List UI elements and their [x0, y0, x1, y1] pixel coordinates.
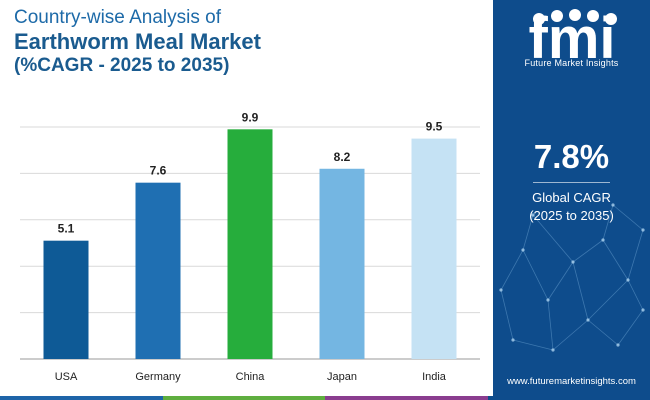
data-label-usa: 5.1: [58, 222, 75, 236]
network-link: [500, 289, 514, 341]
logo-caption: Future Market Insights: [524, 58, 619, 68]
network-link: [572, 239, 604, 263]
title-line-1: Country-wise Analysis of: [14, 7, 221, 28]
network-link: [522, 249, 549, 301]
data-label-germany: 7.6: [150, 164, 167, 178]
network-link: [627, 279, 644, 311]
strip-segment: [487, 396, 650, 400]
network-link: [547, 299, 554, 351]
network-node: [511, 338, 515, 342]
logo-dot-icon: [533, 13, 545, 25]
network-node: [586, 318, 590, 322]
title-line-3: (%CAGR - 2025 to 2035): [14, 55, 230, 76]
global-cagr-value: 7.8%: [533, 138, 610, 175]
network-node: [551, 348, 555, 352]
x-tick-label-china: China: [236, 371, 266, 383]
strip-segment: [0, 396, 163, 400]
network-link: [587, 279, 629, 321]
bar-usa: [43, 240, 89, 359]
network-link: [612, 204, 644, 231]
website-link[interactable]: www.futuremarketinsights.com: [507, 376, 636, 387]
network-link: [547, 261, 574, 301]
data-label-japan: 8.2: [334, 150, 351, 164]
network-node: [616, 343, 620, 347]
logo-dot-icon: [605, 13, 617, 25]
network-node: [571, 260, 575, 264]
logo-dot-icon: [587, 10, 599, 22]
fmi-logo: fmi: [529, 6, 617, 71]
side-panel: fmi Future Market Insights 7.8% Global C…: [493, 0, 650, 400]
network-node: [601, 238, 605, 242]
network-node: [531, 213, 535, 217]
network-link: [617, 309, 644, 346]
network-node: [546, 298, 550, 302]
x-tick-label-usa: USA: [55, 371, 78, 383]
network-node: [641, 228, 645, 232]
network-link: [627, 229, 644, 281]
bar-germany: [135, 182, 181, 359]
x-tick-label-india: India: [422, 371, 447, 383]
network-pattern: [499, 203, 645, 352]
network-link: [587, 319, 619, 346]
strip-segment: [162, 396, 325, 400]
cagr-divider: [533, 182, 610, 183]
network-link: [532, 214, 574, 263]
title-line-2: Earthworm Meal Market: [14, 29, 261, 54]
data-label-india: 9.5: [426, 120, 443, 134]
data-label-china: 9.9: [242, 110, 259, 124]
network-link: [522, 214, 534, 251]
x-tick-label-germany: Germany: [135, 371, 181, 383]
global-cagr-period: (2025 to 2035): [529, 208, 614, 223]
network-node: [521, 248, 525, 252]
network-link: [500, 249, 524, 291]
logo-dot-icon: [569, 9, 581, 21]
x-tick-label-japan: Japan: [327, 371, 357, 383]
network-link: [602, 204, 614, 241]
logo-dot-icon: [551, 10, 563, 22]
bar-chart: 5.1 USA 7.6 Germany 9.9 China 8.2 Japan 9.5 India: [20, 110, 480, 383]
network-link: [602, 239, 629, 281]
network-link: [512, 339, 554, 351]
global-cagr-label: Global CAGR: [532, 190, 611, 205]
network-node: [626, 278, 630, 282]
network-node: [611, 203, 615, 207]
bar-japan: [319, 168, 365, 359]
bar-china: [227, 129, 273, 359]
network-link: [552, 319, 589, 351]
network-link: [572, 261, 589, 321]
network-node: [499, 288, 503, 292]
bottom-color-strip: [0, 396, 650, 400]
strip-segment: [325, 396, 488, 400]
chart-title: Country-wise Analysis of Earthworm Meal …: [14, 6, 261, 78]
network-node: [641, 308, 645, 312]
bar-india: [411, 138, 457, 359]
